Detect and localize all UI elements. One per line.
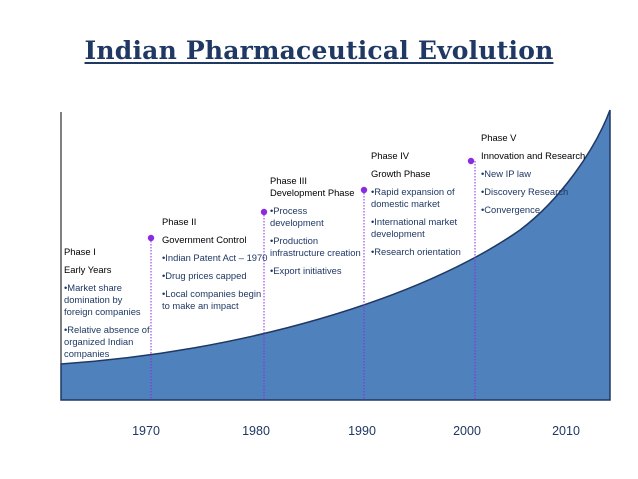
phase-2-bullet: •Drug prices capped [162, 270, 247, 281]
phase-2-bullet: •Indian Patent Act – 1970 [162, 252, 268, 263]
phase-1-block: Phase I Early Years •Market share domina… [64, 246, 152, 360]
phase-5-marker-dot [467, 157, 475, 165]
growth-curve-area [60, 109, 611, 401]
phase-5-name: Phase V [481, 132, 517, 143]
phase-3-name: Phase III [270, 175, 308, 186]
year-label-2000: 2000 [453, 424, 481, 438]
phase-3-block: Phase III Development Phase •Process dev… [270, 175, 362, 277]
phase-4-marker-dot [360, 186, 368, 194]
phase-3-marker-dot [260, 208, 268, 216]
phase-5-block: Phase V Innovation and Research •New IP … [481, 132, 601, 216]
phase-2-name: Phase II [162, 216, 197, 227]
year-label-1980: 1980 [242, 424, 270, 438]
phase-5-bullet: •New IP law [481, 168, 532, 179]
year-label-1990: 1990 [348, 424, 376, 438]
phase-3-bullet: •Export initiatives [270, 265, 342, 276]
phase-1-bullet: •Relative absence of organized Indian co… [64, 324, 150, 359]
phase-1-bullet: •Market share domination by foreign comp… [64, 282, 141, 317]
year-label-1970: 1970 [132, 424, 160, 438]
phase-3-subtitle: Development Phase [270, 187, 355, 198]
phase-5-bullet: •Discovery Research [481, 186, 569, 197]
phase-3-bullet: •Production infrastructure creation [270, 235, 361, 258]
page-title: Indian Pharmaceutical Evolution [84, 36, 554, 65]
phase-2-marker-dot [147, 234, 155, 242]
phase-4-bullet: •International market development [371, 216, 458, 239]
phase-4-block: Phase IV Growth Phase •Rapid expansion o… [371, 150, 471, 258]
phase-2-subtitle: Government Control [162, 234, 247, 245]
phase-5-subtitle: Innovation and Research [481, 150, 586, 161]
phase-4-subtitle: Growth Phase [371, 168, 431, 179]
phase-2-block: Phase II Government Control •Indian Pate… [162, 216, 268, 312]
phase-3-bullet: •Process development [270, 205, 324, 228]
phase-2-bullet: •Local companies begin to make an impact [162, 288, 262, 311]
phase-4-bullet: •Research orientation [371, 246, 461, 257]
phase-4-name: Phase IV [371, 150, 410, 161]
phase-1-name: Phase I [64, 246, 96, 257]
year-label-2010: 2010 [552, 424, 580, 438]
phase-4-bullet: •Rapid expansion of domestic market [371, 186, 455, 209]
phase-5-bullet: •Convergence [481, 204, 541, 215]
phase-1-subtitle: Early Years [64, 264, 112, 275]
